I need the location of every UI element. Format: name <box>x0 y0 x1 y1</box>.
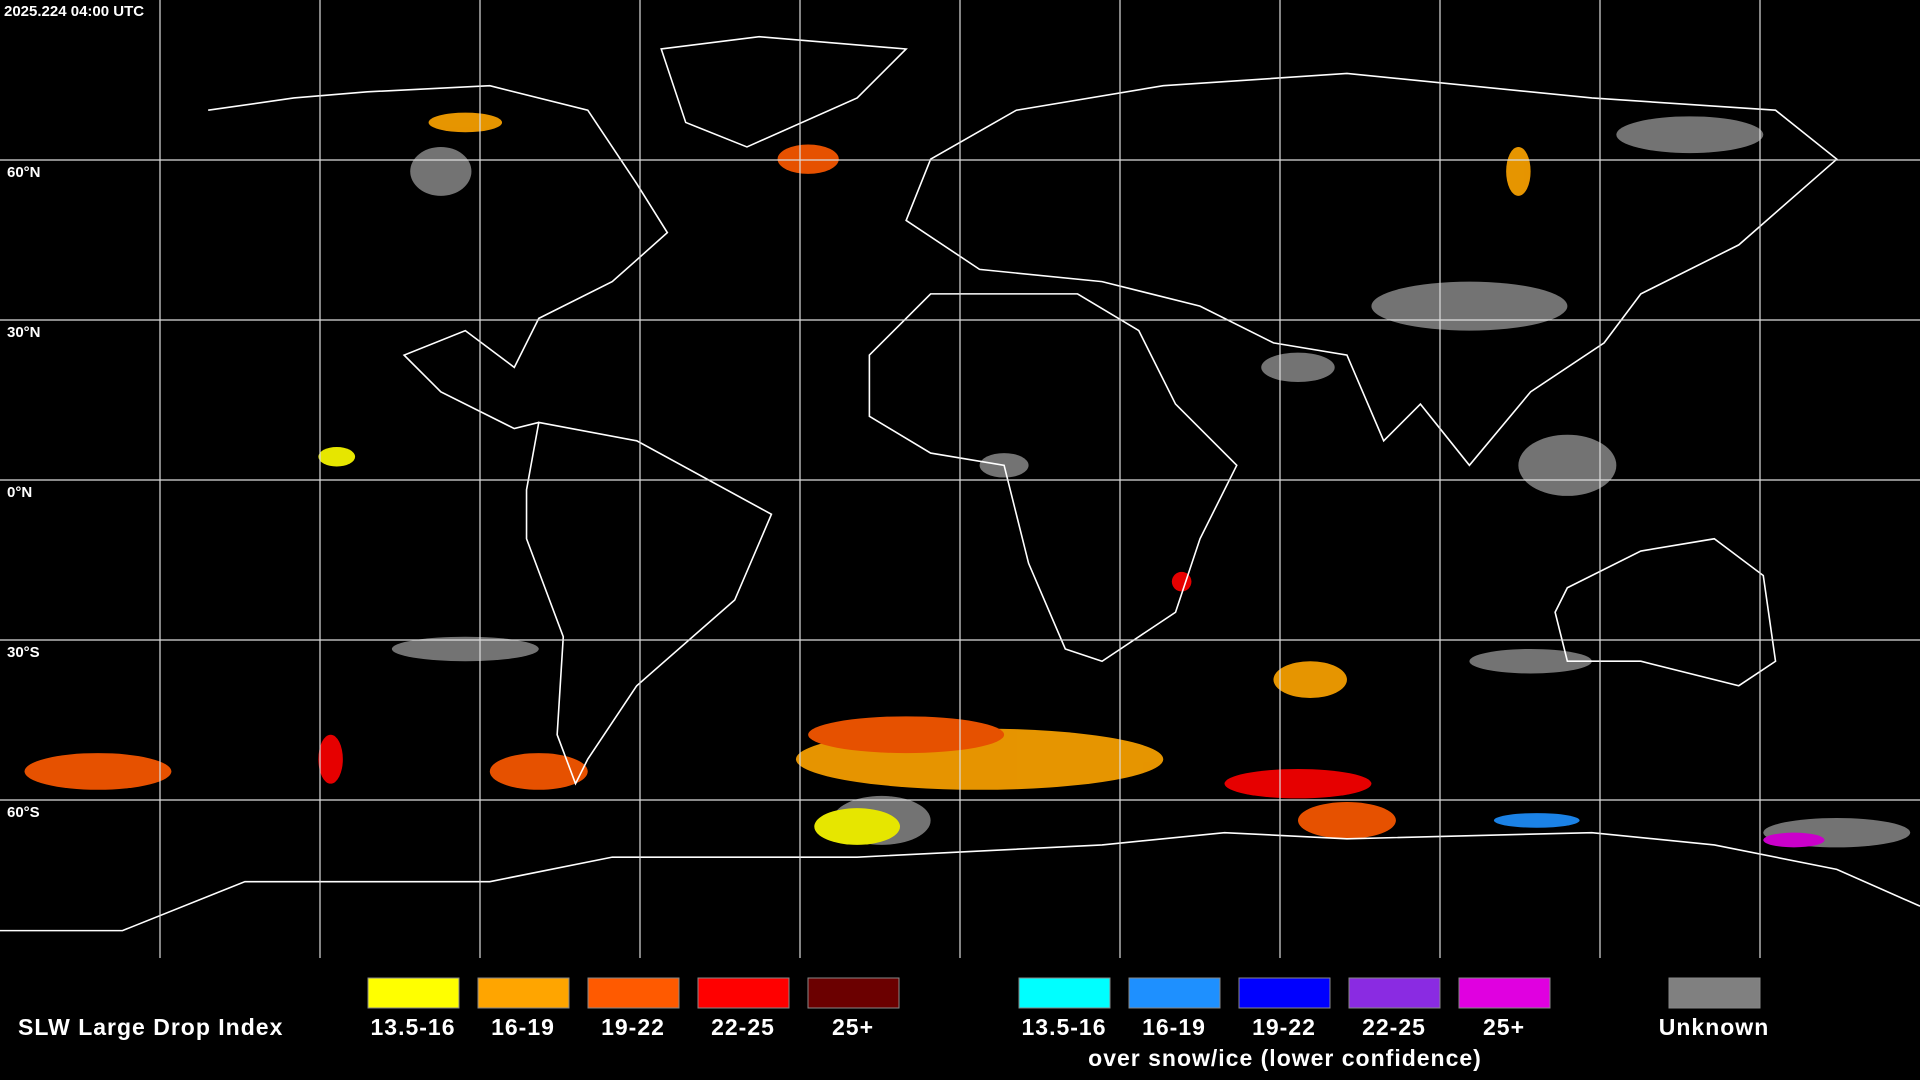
snow-note: over snow/ice (lower confidence) <box>1088 1045 1482 1071</box>
latitude-label: 30°N <box>7 324 41 341</box>
latitude-label: 0°N <box>7 484 32 501</box>
legend-label: 16-19 <box>1142 1014 1206 1040</box>
legend-swatch <box>587 977 680 1009</box>
legend-label: 19-22 <box>601 1014 665 1040</box>
legend-swatch <box>1128 977 1221 1009</box>
legend-panel <box>0 958 1920 1080</box>
latitude-label: 30°S <box>7 644 40 661</box>
antarctica <box>0 833 1920 931</box>
legend-label: Unknown <box>1659 1014 1770 1040</box>
legend-title: SLW Large Drop Index <box>18 1014 283 1040</box>
legend-swatch <box>697 977 790 1009</box>
legend-label: 22-25 <box>711 1014 775 1040</box>
legend-label: 13.5-16 <box>1021 1014 1106 1040</box>
legend-swatch <box>1668 977 1761 1009</box>
legend-label: 25+ <box>832 1014 874 1040</box>
legend-swatch <box>1348 977 1441 1009</box>
legend-label: 13.5-16 <box>370 1014 455 1040</box>
south-america <box>527 422 772 783</box>
graticule: 60°N 30°N 0°N 30°S 60°S <box>0 0 1920 958</box>
timestamp: 2025.224 04:00 UTC <box>4 3 144 20</box>
africa <box>869 294 1236 661</box>
legend-swatch <box>367 977 460 1009</box>
coastlines <box>0 37 1920 931</box>
eurasia <box>906 73 1837 465</box>
legend: 13.5-16 16-19 19-22 22-25 25+ 13.5-16 16-19 19-… <box>367 977 1770 1040</box>
weather-patches <box>24 112 1911 848</box>
latitude-label: 60°S <box>7 804 40 821</box>
north-america <box>208 86 667 429</box>
australia <box>1555 539 1775 686</box>
legend-swatch <box>477 977 570 1009</box>
legend-label: 16-19 <box>491 1014 555 1040</box>
drop-index-patches <box>24 112 1825 848</box>
greenland <box>661 37 906 147</box>
latitude-label: 60°N <box>7 164 41 181</box>
legend-swatch <box>1238 977 1331 1009</box>
legend-label: 25+ <box>1483 1014 1525 1040</box>
legend-label: 22-25 <box>1362 1014 1426 1040</box>
legend-swatch <box>1018 977 1111 1009</box>
legend-label: 19-22 <box>1252 1014 1316 1040</box>
legend-swatch <box>807 977 900 1009</box>
legend-swatch <box>1458 977 1551 1009</box>
